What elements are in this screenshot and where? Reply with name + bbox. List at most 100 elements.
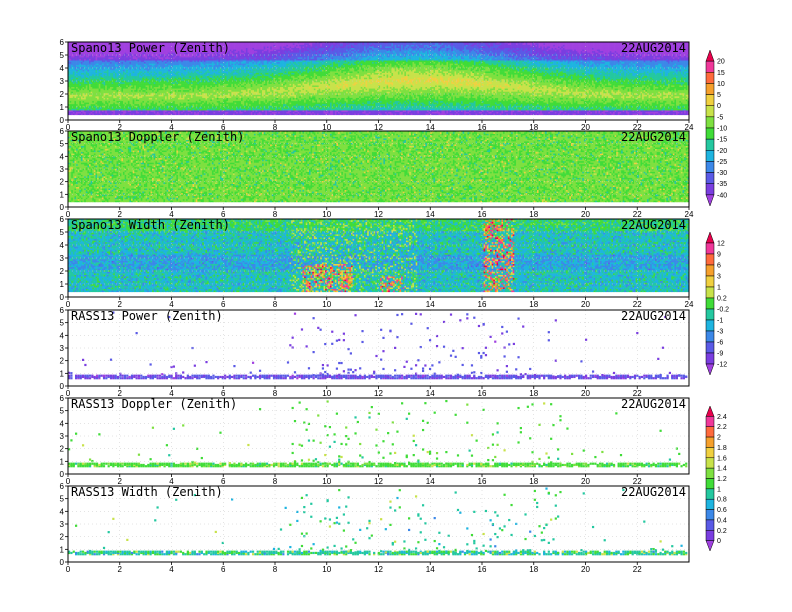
heatmap-cell xyxy=(85,89,88,92)
heatmap-cell xyxy=(82,58,85,61)
heatmap-cell xyxy=(79,66,82,69)
heatmap-cell xyxy=(72,61,75,64)
heatmap-cell xyxy=(72,64,75,67)
heatmap-cell xyxy=(101,66,104,69)
heatmap-cell xyxy=(101,57,104,59)
heatmap-cell xyxy=(110,80,112,83)
heatmap-cell xyxy=(106,97,109,100)
heatmap-cell xyxy=(82,108,85,111)
heatmap-cell xyxy=(89,85,91,88)
heatmap-cell xyxy=(87,60,90,63)
heatmap-cell xyxy=(72,75,75,78)
heatmap-cell xyxy=(101,82,104,84)
heatmap-cell xyxy=(103,58,106,61)
heatmap-cell xyxy=(111,63,114,66)
heatmap-cell xyxy=(95,80,98,83)
heatmap-cell xyxy=(82,64,85,67)
heatmap-cell xyxy=(85,80,88,83)
heatmap-cell xyxy=(68,94,70,97)
heatmap-cell xyxy=(100,53,103,56)
heatmap-cell xyxy=(89,113,91,116)
heatmap-cell xyxy=(110,99,112,102)
heatmap-cell xyxy=(85,96,88,98)
heatmap-cell xyxy=(100,43,103,45)
heatmap-cell xyxy=(106,89,109,92)
heatmap-cell xyxy=(85,44,88,47)
heatmap-cell xyxy=(71,97,74,100)
heatmap-cell xyxy=(87,74,90,77)
heatmap-cell xyxy=(95,49,98,52)
heatmap-cell xyxy=(98,53,101,56)
heatmap-cell xyxy=(72,80,75,83)
heatmap-cell xyxy=(98,68,101,70)
heatmap-cell xyxy=(72,68,75,70)
heatmap-cell xyxy=(76,82,79,84)
heatmap-cell xyxy=(76,68,79,70)
heatmap-cell xyxy=(72,63,75,66)
heatmap-cell xyxy=(93,80,96,83)
heatmap-cell xyxy=(80,102,83,105)
heatmap-cell xyxy=(85,55,88,58)
heatmap-cell xyxy=(69,83,72,86)
heatmap-cell xyxy=(101,47,104,50)
heatmap-cell xyxy=(93,57,96,59)
heatmap-cell xyxy=(95,72,98,75)
heatmap-cell xyxy=(111,110,114,112)
heatmap-cell xyxy=(79,80,82,83)
heatmap-cell xyxy=(82,44,85,47)
heatmap-cell xyxy=(74,102,77,105)
heatmap-cell xyxy=(110,66,112,69)
heatmap-cell xyxy=(97,78,100,81)
heatmap-cell xyxy=(105,49,108,52)
heatmap-cell xyxy=(74,82,77,84)
heatmap-cell xyxy=(80,97,83,100)
heatmap-cell xyxy=(69,103,72,106)
heatmap-cell xyxy=(93,47,96,50)
heatmap-cell xyxy=(101,53,104,56)
heatmap-cell xyxy=(106,99,109,102)
heatmap-cell xyxy=(79,113,82,116)
heatmap-cell xyxy=(95,97,98,100)
heatmap-cell xyxy=(69,100,72,103)
heatmap-cell xyxy=(76,96,79,98)
heatmap-cell xyxy=(80,68,83,70)
heatmap-cell xyxy=(103,91,106,94)
heatmap-cell xyxy=(92,105,95,108)
heatmap-cell xyxy=(79,82,82,84)
heatmap-cell xyxy=(79,64,82,67)
heatmap-cell xyxy=(87,44,90,47)
heatmap-cell xyxy=(93,61,96,64)
heatmap-cell xyxy=(80,85,83,88)
heatmap-cell xyxy=(97,52,100,55)
heatmap-cell xyxy=(93,100,96,103)
heatmap-cell xyxy=(103,89,106,92)
heatmap-cell xyxy=(80,103,83,106)
heatmap-cell xyxy=(110,55,112,58)
heatmap-cell xyxy=(95,64,98,67)
heatmap-cell xyxy=(80,78,83,81)
heatmap-cell xyxy=(68,96,70,98)
heatmap-cell xyxy=(79,83,82,86)
heatmap-cell xyxy=(74,97,77,100)
heatmap-cell xyxy=(97,66,100,69)
heatmap-cell xyxy=(87,52,90,55)
heatmap-cell xyxy=(101,100,104,103)
heatmap-cell xyxy=(89,43,91,45)
heatmap-cell xyxy=(77,44,80,47)
heatmap-cell xyxy=(95,102,98,105)
heatmap-cell xyxy=(111,68,114,70)
heatmap-cell xyxy=(92,53,95,56)
heatmap-cell xyxy=(68,83,70,86)
heatmap-cell xyxy=(93,89,96,92)
heatmap-cell xyxy=(72,60,75,63)
heatmap-cell xyxy=(71,94,74,97)
heatmap-cell xyxy=(76,47,79,50)
heatmap-cell xyxy=(71,111,74,114)
heatmap-cell xyxy=(93,75,96,78)
heatmap-cell xyxy=(103,49,106,52)
heatmap-cell xyxy=(68,110,70,112)
heatmap-cell xyxy=(98,85,101,88)
heatmap-cell xyxy=(72,111,75,114)
heatmap-cell xyxy=(103,75,106,78)
heatmap-cell xyxy=(90,53,93,56)
